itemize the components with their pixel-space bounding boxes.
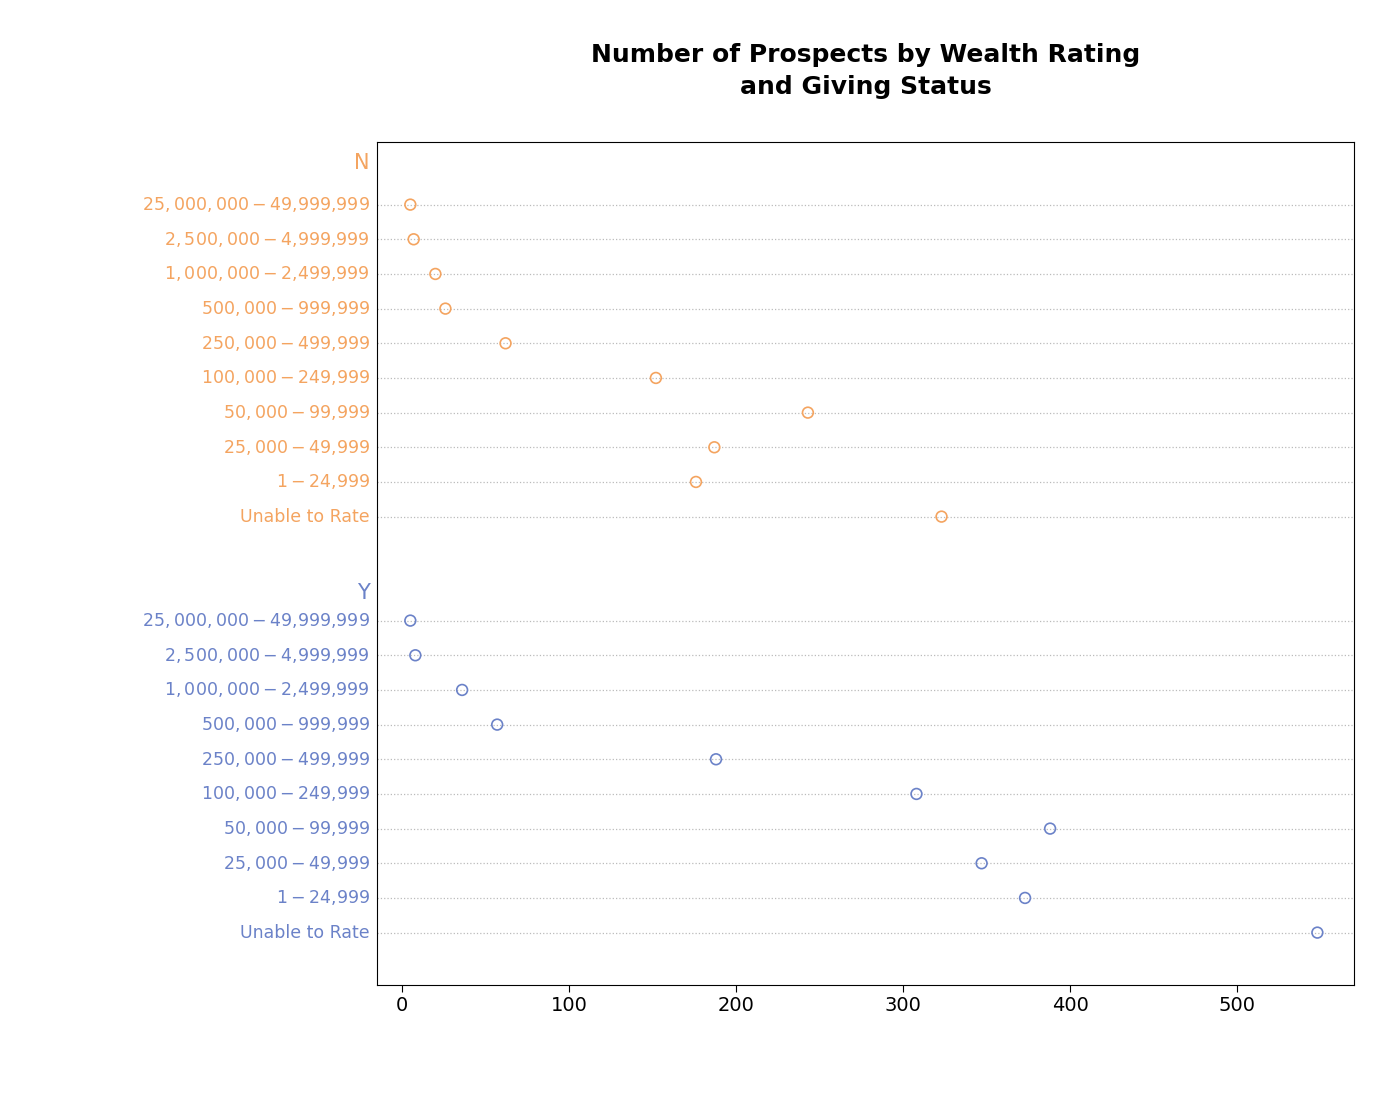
Text: $50,000-$99,999: $50,000-$99,999 xyxy=(223,819,370,838)
Point xyxy=(494,335,517,352)
Point xyxy=(704,439,726,456)
Point xyxy=(434,300,456,317)
Point xyxy=(1013,889,1036,907)
Text: $1-$24,999: $1-$24,999 xyxy=(276,888,370,907)
Text: $25,000,000-$49,999,999: $25,000,000-$49,999,999 xyxy=(142,195,370,214)
Point xyxy=(1307,923,1329,941)
Text: Number of Prospects by Wealth Rating
and Giving Status: Number of Prospects by Wealth Rating and… xyxy=(591,44,1141,98)
Point xyxy=(930,508,952,525)
Text: $1-$24,999: $1-$24,999 xyxy=(276,473,370,491)
Text: $500,000-$999,999: $500,000-$999,999 xyxy=(201,715,370,734)
Point xyxy=(399,196,422,213)
Point xyxy=(645,369,667,386)
Point xyxy=(402,231,424,248)
Text: $2,500,000-$4,999,999: $2,500,000-$4,999,999 xyxy=(165,645,370,665)
Text: $25,000-$49,999: $25,000-$49,999 xyxy=(223,853,370,873)
Text: N: N xyxy=(355,153,370,173)
Text: Unable to Rate: Unable to Rate xyxy=(240,923,370,942)
Text: $250,000-$499,999: $250,000-$499,999 xyxy=(201,334,370,352)
Text: $1,000,000-$2,499,999: $1,000,000-$2,499,999 xyxy=(165,265,370,283)
Point xyxy=(405,647,427,664)
Point xyxy=(705,750,727,768)
Point xyxy=(797,404,819,421)
Point xyxy=(970,854,993,872)
Text: Y: Y xyxy=(357,583,370,603)
Point xyxy=(905,785,927,803)
Point xyxy=(685,474,708,491)
Point xyxy=(486,715,508,733)
Text: $25,000-$49,999: $25,000-$49,999 xyxy=(223,438,370,457)
Text: $1,000,000-$2,499,999: $1,000,000-$2,499,999 xyxy=(165,680,370,699)
Text: Unable to Rate: Unable to Rate xyxy=(240,508,370,525)
Text: $250,000-$499,999: $250,000-$499,999 xyxy=(201,749,370,769)
Point xyxy=(399,612,422,629)
Point xyxy=(451,682,473,699)
Text: $100,000-$249,999: $100,000-$249,999 xyxy=(201,369,370,387)
Point xyxy=(1039,819,1061,837)
Text: $50,000-$99,999: $50,000-$99,999 xyxy=(223,403,370,422)
Text: $100,000-$249,999: $100,000-$249,999 xyxy=(201,784,370,803)
Point xyxy=(424,265,447,282)
Text: $2,500,000-$4,999,999: $2,500,000-$4,999,999 xyxy=(165,230,370,248)
Text: $500,000-$999,999: $500,000-$999,999 xyxy=(201,299,370,318)
Text: $25,000,000-$49,999,999: $25,000,000-$49,999,999 xyxy=(142,612,370,630)
